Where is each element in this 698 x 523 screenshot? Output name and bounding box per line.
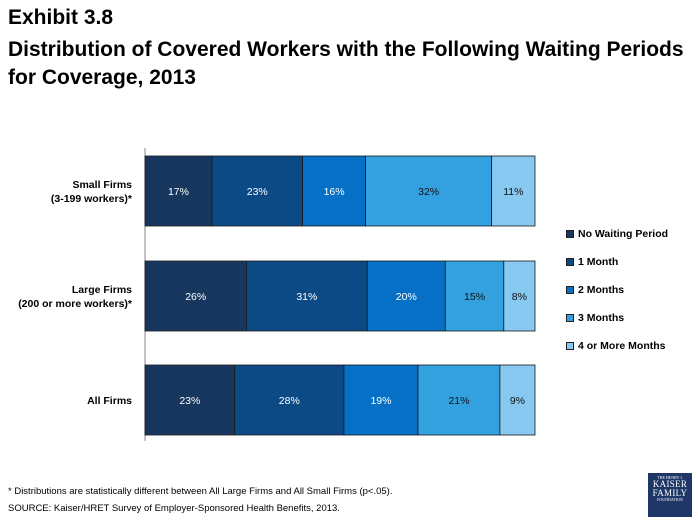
category-label: All Firms <box>87 395 132 407</box>
data-label: 8% <box>512 291 527 303</box>
legend-label: No Waiting Period <box>578 228 669 240</box>
data-label: 32% <box>418 186 439 198</box>
chart-title: Distribution of Covered Workers with the… <box>8 38 684 89</box>
logo-line-1: THE HENRY J. <box>657 475 683 480</box>
data-label: 16% <box>324 186 345 198</box>
data-label: 19% <box>370 395 391 407</box>
legend-swatch <box>566 258 574 266</box>
legend-label: 2 Months <box>578 284 625 296</box>
bar-segment <box>366 260 446 332</box>
data-label: 9% <box>510 395 525 407</box>
stacked-bar-chart: 17% 23% 16% 32% 11% Small Firms (3-199 workers… <box>18 148 536 441</box>
bar-segment <box>343 364 419 436</box>
legend-swatch <box>566 230 574 238</box>
bar-segment <box>302 155 367 227</box>
data-label: 15% <box>464 291 485 303</box>
exhibit-label: Exhibit 3.8 <box>8 6 114 29</box>
category-label: Large Firms <box>72 284 132 296</box>
legend-item: 2 Months <box>566 276 668 304</box>
category-label: (200 or more workers)* <box>18 298 133 310</box>
data-label: 28% <box>279 395 300 407</box>
data-label: 23% <box>247 186 268 198</box>
legend-label: 3 Months <box>578 312 625 324</box>
footnote: * Distributions are statistically differ… <box>8 486 393 497</box>
data-label: 17% <box>168 186 189 198</box>
bar-segment <box>365 155 493 227</box>
logo-line-4: FOUNDATION <box>657 497 683 502</box>
data-label: 26% <box>185 291 206 303</box>
bar-segment <box>499 364 536 436</box>
legend-label: 1 Month <box>578 256 619 268</box>
legend-swatch <box>566 342 574 350</box>
category-label: Small Firms <box>72 179 132 191</box>
bar-segment <box>144 364 236 436</box>
bar-segment <box>417 364 501 436</box>
data-label: 11% <box>503 186 523 198</box>
kff-logo: THE HENRY J. KAISER FAMILY FOUNDATION <box>648 473 692 517</box>
bar-segment <box>234 364 345 436</box>
data-label: 21% <box>448 395 469 407</box>
logo-line-3: FAMILY <box>652 488 688 498</box>
legend-item: 3 Months <box>566 304 668 332</box>
bar-segment <box>444 260 505 332</box>
legend-item: 4 or More Months <box>566 332 668 360</box>
data-label: 31% <box>296 291 317 303</box>
bar-segment <box>211 155 303 227</box>
legend-swatch <box>566 286 574 294</box>
bar-segment <box>503 260 536 332</box>
legend-label: 4 or More Months <box>578 340 666 352</box>
bar-segment <box>245 260 368 332</box>
bar-segment <box>144 155 213 227</box>
category-label: (3-199 workers)* <box>51 193 133 205</box>
legend-item: 1 Month <box>566 248 668 276</box>
bar-segment <box>491 155 536 227</box>
logo-line-2: KAISER <box>652 479 688 489</box>
chart-legend: No Waiting Period 1 Month 2 Months 3 Months… <box>566 220 668 360</box>
legend-item: No Waiting Period <box>566 220 668 248</box>
legend-swatch <box>566 314 574 322</box>
data-label: 23% <box>179 395 200 407</box>
data-label: 20% <box>396 291 417 303</box>
source-note: SOURCE: Kaiser/HRET Survey of Employer-S… <box>8 503 340 514</box>
bar-segment <box>144 260 247 332</box>
